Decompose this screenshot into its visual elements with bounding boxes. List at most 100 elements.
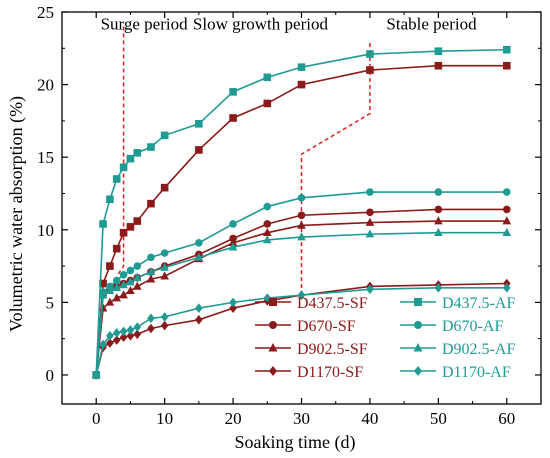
data-point-triangle [434, 227, 443, 236]
data-point-triangle [268, 343, 278, 352]
data-point-diamond [160, 312, 169, 322]
data-point-triangle [119, 290, 128, 299]
data-point-diamond [297, 290, 306, 300]
data-point-square [297, 80, 306, 89]
period-label: Surge period [101, 15, 189, 34]
data-point-triangle [413, 343, 423, 352]
data-point-triangle [132, 281, 142, 290]
data-point-circle [297, 211, 306, 220]
data-point-triangle [502, 227, 512, 236]
x-tick-label: 60 [498, 409, 515, 428]
y-axis-title: Volumetric water absorption (%) [6, 96, 27, 332]
data-point-diamond [112, 335, 121, 345]
legend-item: D437.5-SF [255, 295, 368, 312]
data-point-diamond [502, 283, 511, 293]
data-point-triangle [297, 220, 306, 229]
legend-item: D1170-AF [400, 364, 511, 381]
data-point-circle [263, 220, 272, 228]
data-point-diamond [269, 366, 277, 376]
x-tick-label: 40 [361, 409, 378, 428]
data-point-diamond [366, 284, 374, 295]
data-point-diamond [195, 314, 203, 325]
data-point-diamond [126, 325, 135, 335]
data-point-square [106, 262, 114, 270]
data-point-triangle [132, 272, 142, 281]
y-tick-label: 15 [37, 148, 54, 167]
data-point-square [133, 217, 142, 225]
data-point-square [119, 228, 128, 237]
data-point-triangle [365, 229, 375, 238]
data-point-square [414, 298, 422, 306]
data-point-circle [434, 188, 443, 196]
legend-item: D670-SF [255, 318, 356, 335]
data-point-diamond [106, 330, 114, 341]
data-point-square [502, 45, 511, 54]
data-point-triangle [262, 227, 272, 236]
data-point-circle [434, 205, 443, 214]
y-tick-label: 25 [37, 3, 54, 22]
data-point-square [160, 131, 169, 140]
data-point-circle [263, 202, 272, 211]
legend: D437.5-SF D437.5-AF D670-SF D670-AF D902.5-S… [255, 295, 515, 381]
legend-item: D1170-SF [255, 364, 363, 381]
data-point-square [229, 88, 237, 96]
series-D437.5-SF [92, 61, 511, 379]
data-point-triangle [126, 285, 135, 295]
data-point-square [229, 114, 237, 122]
period-label: Slow growth period [193, 15, 329, 34]
x-tick-label: 10 [156, 409, 173, 428]
legend-label: D670-SF [297, 318, 356, 335]
data-point-square [147, 143, 155, 151]
data-point-diamond [126, 330, 135, 341]
data-point-triangle [119, 280, 128, 289]
data-point-diamond [92, 370, 101, 380]
legend-label: D670-AF [442, 318, 503, 335]
series-line [95, 282, 507, 376]
data-point-square [434, 47, 443, 55]
data-point-triangle [160, 271, 169, 280]
period-divider-line [300, 41, 371, 296]
data-point-square [195, 119, 203, 128]
series-D1170-AF [92, 283, 511, 380]
data-point-diamond [133, 329, 142, 340]
data-point-diamond [229, 297, 237, 308]
data-point-square [99, 279, 107, 288]
data-point-circle [160, 249, 169, 257]
x-tick-label: 30 [293, 409, 310, 428]
data-point-circle [133, 262, 142, 270]
data-point-circle [366, 208, 374, 217]
data-point-square [160, 183, 169, 192]
data-point-triangle [297, 232, 306, 241]
series-line [95, 191, 507, 376]
data-point-circle [229, 220, 237, 228]
series-layer [91, 45, 512, 380]
data-point-diamond [147, 313, 155, 324]
legend-label: D902.5-AF [442, 341, 515, 358]
data-point-triangle [228, 238, 238, 247]
period-label: Stable period [386, 15, 477, 34]
legend-item: D670-AF [400, 318, 503, 335]
data-point-diamond [133, 322, 142, 332]
x-tick-label: 50 [430, 409, 447, 428]
series-D437.5-AF [92, 45, 511, 379]
data-point-triangle [112, 283, 122, 292]
data-point-circle [269, 321, 277, 329]
legend-item: D902.5-SF [255, 341, 368, 358]
data-point-triangle [194, 252, 204, 261]
data-point-diamond [112, 328, 121, 338]
legend-label: D1170-AF [442, 364, 511, 381]
data-point-square [195, 146, 203, 154]
annotations: Surge period Slow growth period Stable per… [101, 15, 478, 34]
data-point-diamond [147, 323, 155, 334]
y-tick-label: 5 [46, 293, 55, 312]
data-point-diamond [229, 303, 237, 313]
y-tick-label: 10 [37, 221, 54, 240]
data-point-circle [502, 188, 511, 196]
data-point-circle [366, 188, 374, 196]
legend-item: D437.5-AF [400, 295, 515, 312]
data-point-diamond [160, 320, 169, 331]
series-line [95, 231, 507, 376]
data-point-triangle [98, 290, 108, 299]
x-tick-label: 0 [92, 409, 101, 428]
